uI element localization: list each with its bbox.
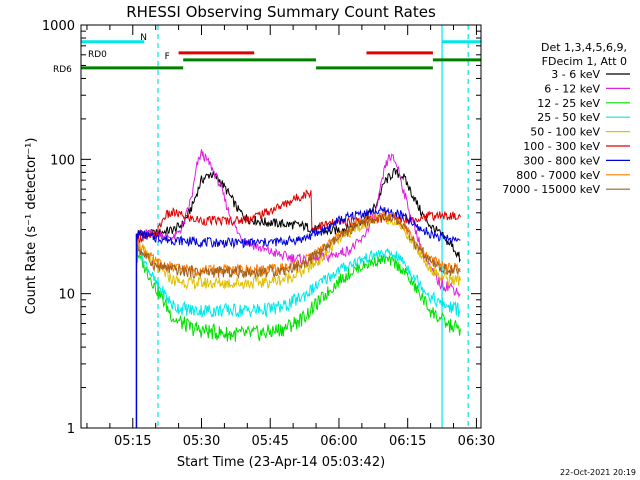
timestamp: 22-Oct-2021 20:19 [560, 468, 636, 477]
plot-frame [80, 24, 482, 429]
chart-title: RHESSI Observing Summary Count Rates [126, 3, 436, 21]
flag-label-n: N [140, 33, 147, 43]
x-tick-label: 06:00 [320, 434, 357, 449]
y-tick-label: 100 [50, 153, 75, 168]
plot-area: N F RD0 RD6 [53, 25, 481, 428]
series-line-25-50-kev [136, 245, 461, 318]
series-line-100-300-kev [136, 189, 461, 244]
flag-label-rd6: RD6 [53, 65, 72, 75]
legend-label-3-6-kev: 3 - 6 keV [551, 68, 600, 81]
x-axis-label: Start Time (23-Apr-14 05:03:42) [177, 455, 385, 470]
legend-label-25-50-kev: 25 - 50 keV [537, 111, 600, 124]
x-tick-label: 06:30 [458, 434, 495, 449]
legend-label-50-100-kev: 50 - 100 keV [530, 126, 600, 139]
y-tick-label: 1 [67, 422, 75, 437]
flag-label-rd0: RD0 [88, 50, 107, 60]
flag-label-f: F [165, 52, 170, 62]
legend-label-12-25-kev: 12 - 25 keV [537, 97, 600, 110]
x-tick-label: 06:15 [389, 434, 426, 449]
legend-label-7000-15000-kev: 7000 - 15000 keV [502, 183, 600, 196]
y-tick-label: 10 [58, 288, 75, 303]
series-line-6-12-kev [137, 149, 461, 299]
x-tick-label: 05:15 [114, 434, 151, 449]
legend-label-800-7000-kev: 800 - 7000 keV [516, 169, 600, 182]
legend-label-300-800-kev: 300 - 800 keV [523, 154, 600, 167]
y-tick-label: 1000 [42, 19, 75, 34]
y-axis-label: Count Rate (s⁻¹ detector⁻¹) [24, 138, 39, 315]
legend-label-6-12-kev: 6 - 12 keV [544, 82, 600, 95]
series-line-3-6-kev [136, 167, 461, 264]
series-line-12-25-kev [137, 253, 461, 342]
legend-header-line: FDecim 1, Att 0 [542, 55, 627, 68]
series-line-50-100-kev [137, 212, 461, 291]
legend: Det 1,3,4,5,6,9,FDecim 1, Att 03 - 6 keV… [502, 41, 630, 196]
legend-header-line: Det 1,3,4,5,6,9, [541, 41, 627, 54]
axes: 1 10 100 1000 05:15 05:30 05:45 06:00 06:15 06:30 [42, 19, 495, 449]
x-tick-label: 05:30 [183, 434, 220, 449]
series-line-7000-15000-kev [136, 213, 461, 280]
series-line-300-800-kev [137, 204, 461, 250]
x-tick-label: 05:45 [251, 434, 288, 449]
legend-label-100-300-kev: 100 - 300 keV [523, 140, 600, 153]
